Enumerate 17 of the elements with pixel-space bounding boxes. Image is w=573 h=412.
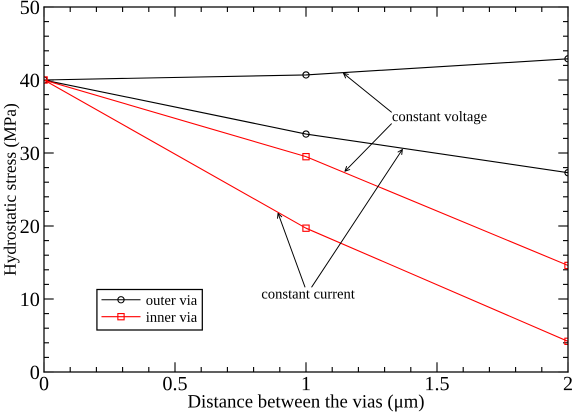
x-tick-label: 2 bbox=[564, 376, 572, 390]
y-tick-label: 20 bbox=[20, 220, 40, 234]
y-axis-title: Hydrostatic stress (MPa) bbox=[4, 104, 20, 276]
y-tick-label: 50 bbox=[20, 0, 40, 14]
x-tick-label: 0 bbox=[40, 376, 48, 390]
annotation: constant voltage bbox=[392, 110, 487, 124]
legend-label: inner via bbox=[146, 312, 198, 322]
annotation: constant current bbox=[262, 290, 355, 299]
x-axis-title: Distance between the vias (μm) bbox=[188, 394, 424, 412]
y-tick-label: 0 bbox=[30, 366, 40, 380]
y-tick-label: 40 bbox=[20, 74, 40, 88]
y-tick-label: 10 bbox=[21, 292, 40, 306]
legend-label: outer via bbox=[146, 295, 198, 305]
y-tick-label: 30 bbox=[20, 146, 40, 160]
x-tick-label: 1 bbox=[302, 376, 310, 390]
x-tick-label: 1.5 bbox=[426, 376, 449, 390]
x-tick-label: 0.5 bbox=[163, 376, 187, 390]
